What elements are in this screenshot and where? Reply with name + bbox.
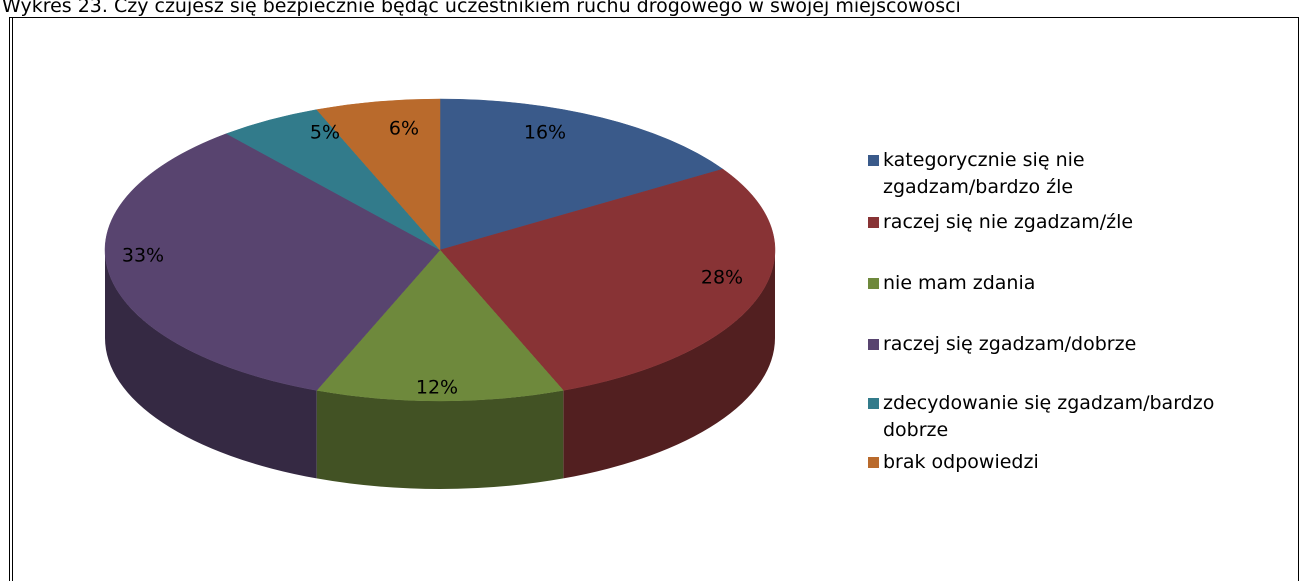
- legend-item: raczej się zgadzam/dobrze: [868, 331, 1248, 358]
- legend-swatch: [868, 278, 879, 289]
- legend-item: nie mam zdania: [868, 270, 1248, 297]
- legend-swatch: [868, 339, 879, 350]
- data-label: 16%: [524, 122, 566, 144]
- pie-slice: [439, 98, 724, 251]
- data-label: 6%: [389, 118, 419, 140]
- pie-side: [563, 250, 775, 479]
- pie-slice: [104, 133, 441, 391]
- legend-label: raczej się nie zgadzam/źle: [883, 211, 1134, 233]
- pie-slice: [439, 168, 776, 391]
- data-label: 5%: [310, 122, 340, 144]
- legend-swatch: [868, 217, 879, 228]
- frame: [9, 17, 1299, 581]
- data-label: 33%: [122, 245, 164, 267]
- pie-slice: [316, 249, 564, 402]
- legend-item: zdecydowanie się zgadzam/bardzo dobrze: [868, 390, 1248, 444]
- legend-swatch: [868, 457, 879, 468]
- legend-item: raczej się nie zgadzam/źle: [868, 209, 1248, 236]
- chart-title: Wykres 23. Czy czujesz się bezpiecznie b…: [2, 0, 961, 17]
- legend-label: kategorycznie się nie zgadzam/bardzo źle: [883, 149, 1085, 198]
- pie-side: [105, 250, 317, 479]
- legend-label: raczej się zgadzam/dobrze: [883, 333, 1137, 355]
- pie-side: [316, 390, 564, 489]
- data-label: 12%: [416, 377, 458, 399]
- legend-label: nie mam zdania: [883, 272, 1036, 294]
- legend-item: kategorycznie się nie zgadzam/bardzo źle: [868, 147, 1248, 201]
- legend-swatch: [868, 398, 879, 409]
- pie-slice: [316, 98, 441, 251]
- legend-label: zdecydowanie się zgadzam/bardzo dobrze: [883, 392, 1215, 441]
- data-label: 28%: [701, 267, 743, 289]
- legend-item: brak odpowiedzi: [868, 449, 1248, 476]
- legend-label: brak odpowiedzi: [883, 451, 1039, 473]
- legend-swatch: [868, 155, 879, 166]
